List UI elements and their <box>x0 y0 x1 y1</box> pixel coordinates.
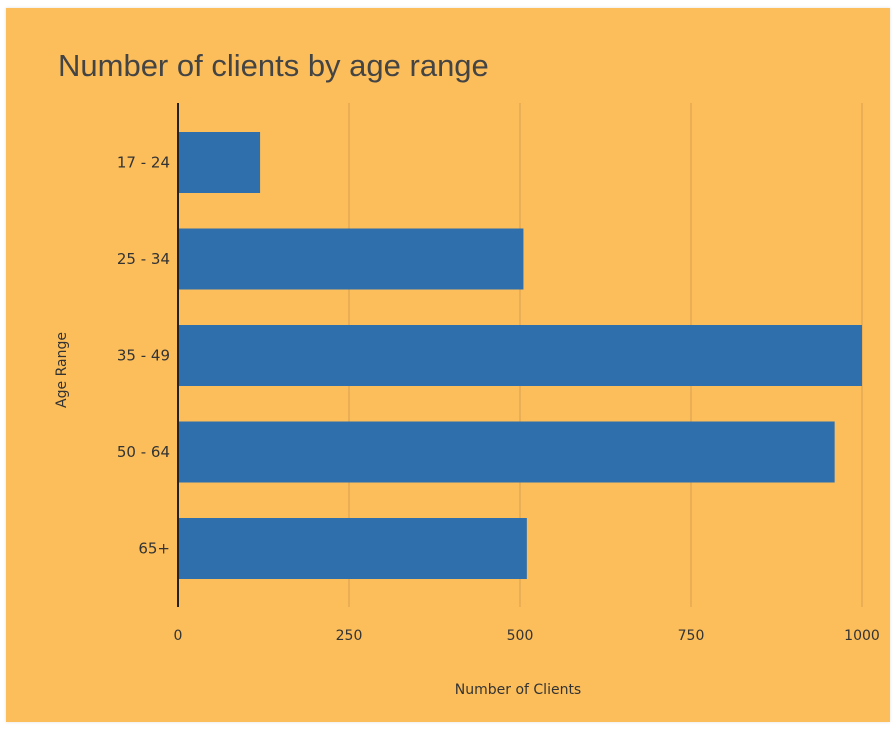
y-tick-label: 50 - 64 <box>117 443 170 461</box>
x-tick-labels: 0 250 500 750 1000 <box>174 628 880 644</box>
bar <box>178 421 835 483</box>
x-axis-title: Number of Clients <box>455 682 581 698</box>
bar <box>178 325 862 386</box>
bar <box>178 228 524 290</box>
x-tick-label: 250 <box>336 628 363 644</box>
y-tick-label: 17 - 24 <box>117 154 170 172</box>
y-tick-labels: 17 - 24 25 - 34 35 - 49 50 - 64 65+ <box>117 154 170 558</box>
y-tick-label: 35 - 49 <box>117 347 170 365</box>
bar <box>178 132 261 193</box>
x-tick-label: 500 <box>507 628 534 644</box>
bars <box>178 132 862 579</box>
y-tick-label: 65+ <box>138 540 170 558</box>
y-tick-label: 25 - 34 <box>117 250 170 268</box>
y-axis-title: Age Range <box>54 332 70 408</box>
x-tick-label: 1000 <box>844 628 880 644</box>
x-tick-label: 750 <box>678 628 705 644</box>
bar <box>178 518 527 579</box>
chart-title: Number of clients by age range <box>58 48 489 83</box>
x-tick-label: 0 <box>174 628 183 644</box>
